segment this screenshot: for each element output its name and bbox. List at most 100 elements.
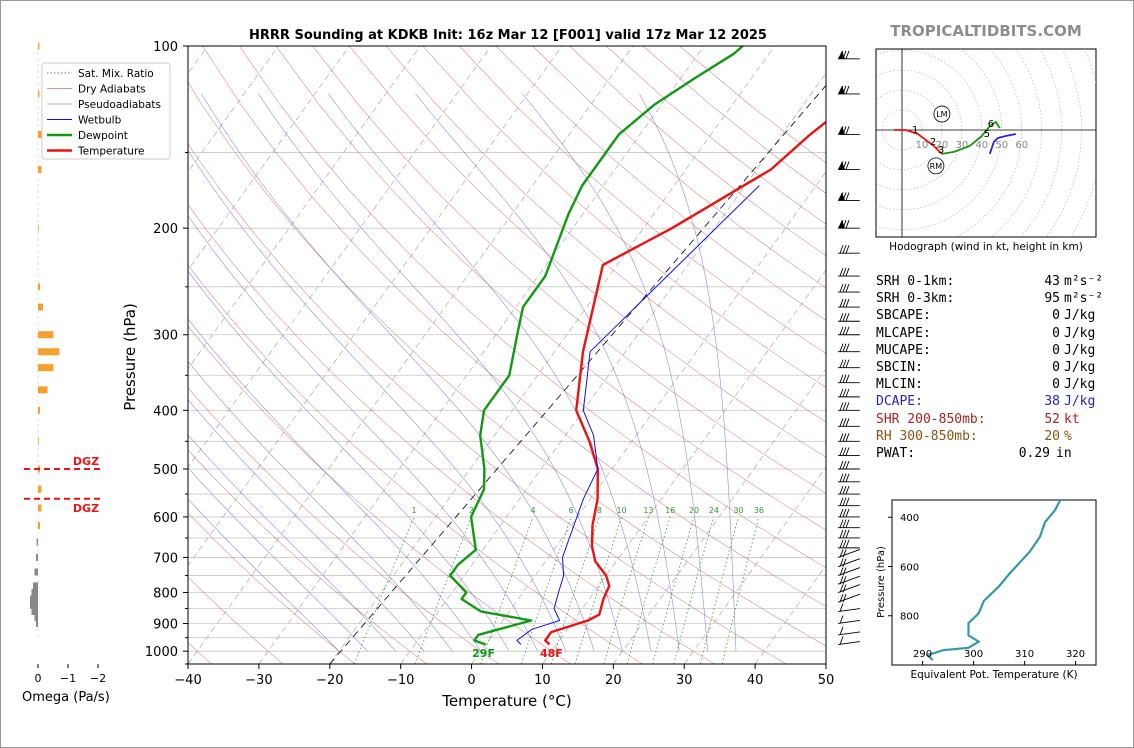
omega-bar (38, 166, 42, 174)
parameter-unit: m²s⁻² (1064, 291, 1104, 307)
theta-e-y-tick-label: 400 (900, 513, 919, 524)
wind-barb (838, 402, 860, 411)
isotherm-line (188, 46, 492, 468)
hodograph-height-label: 6 (988, 119, 994, 130)
x-tick-label: −10 (387, 673, 414, 688)
isotherm-line (258, 46, 705, 664)
theta-e-panel: 290 300 310 320 400 600 800 Equivalent Pot. Tem… (876, 499, 1097, 681)
isotherm-line (471, 171, 826, 664)
dry-adiabat-line (459, 46, 826, 354)
parameter-label: MUCAPE: (876, 342, 931, 358)
parameter-label: DCAPE: (876, 394, 923, 410)
y-tick-label: 100 (153, 40, 178, 55)
wind-barb (838, 313, 860, 322)
legend-entry: Wetbulb (78, 115, 122, 127)
parameter-value: 95 (1044, 291, 1060, 307)
dgz-label: DGZ (73, 455, 99, 468)
dry-adiabat-line (385, 46, 826, 423)
wind-barb (838, 433, 860, 442)
parameter-row: RH 300-850mb: 20% (876, 428, 1106, 445)
theta-e-inner (925, 500, 1062, 661)
dry-adiabat-line (188, 204, 715, 664)
dry-adiabat-line (188, 387, 499, 664)
skew-t-axes-frame (187, 45, 827, 665)
mixing-ratio-label: 20 (689, 506, 699, 515)
omega-bar (30, 595, 38, 603)
dry-adiabat-line (188, 264, 643, 664)
parameter-label: SRH 0-1km: (876, 274, 955, 289)
storm-motion-marker (927, 157, 945, 175)
omega-bar (38, 303, 43, 311)
wind-barb (838, 192, 860, 201)
wind-barb (837, 549, 861, 558)
moist-adiabat-line (201, 93, 595, 652)
dry-adiabat-line (188, 325, 571, 664)
hodograph-caption: Hodograph (wind in kt, height in km) (889, 241, 1083, 253)
dry-adiabat-line (188, 449, 428, 664)
dewpoint-profile (449, 46, 744, 646)
parameter-row: SRH 0-1km: 43 m²s⁻² (876, 273, 1106, 290)
skew-t-xlabel: Temperature (°C) (441, 692, 571, 710)
hodograph-height-label: 3 (938, 145, 944, 156)
parameter-row: DCAPE: 38 J/kg (876, 393, 1106, 410)
omega-bar (38, 485, 42, 493)
x-tick-label: −20 (316, 673, 343, 688)
legend: Sat. Mix. Ratio Dry Adiabats Pseudoadiabat… (41, 62, 171, 160)
omega-bar (30, 601, 38, 609)
parameter-value: 43 (1044, 274, 1060, 289)
parameter-unit: m²s⁻² (1064, 274, 1104, 289)
skew-t-plot: 1 2 4 6 8 10 13 16 20 24 30 36 −40 −30 −20 −10 0 10 20 30 4… (41, 40, 861, 710)
hodograph-trace (988, 133, 1016, 155)
parameter-unit: J/kg (1064, 394, 1096, 410)
omega-bar (34, 614, 38, 622)
parameter-value: 0 (1052, 325, 1060, 341)
dry-adiabat-line (495, 46, 826, 321)
mixing-ratio-label: 2 (469, 506, 474, 515)
parameter-unit: J/kg (1064, 359, 1096, 375)
parameter-row: MLCIN: 0 J/kg (876, 376, 1106, 393)
parameter-label: SBCIN: (876, 359, 923, 375)
isotherm-line (542, 269, 826, 664)
skew-t-profiles (449, 46, 826, 646)
x-tick-label: −40 (174, 673, 201, 688)
mixing-ratio-line (699, 516, 739, 664)
hodograph-ring-label: 10 (916, 140, 929, 151)
isotherm-line (188, 46, 634, 664)
omega-bar (31, 589, 38, 597)
moist-adiabat-line (522, 93, 708, 652)
omega-bar (38, 406, 40, 414)
wind-barb (838, 388, 860, 398)
theta-e-ylabel: Pressure (hPa) (876, 546, 887, 618)
mixing-ratio-line (603, 516, 649, 664)
dry-adiabat-line (188, 143, 787, 664)
omega-bar (31, 608, 38, 616)
parameter-label: SBCAPE: (876, 308, 931, 324)
wind-barb (838, 418, 860, 427)
parameter-value: 0 (1052, 377, 1060, 393)
theta-e-frame (891, 499, 1097, 666)
parameter-label: RH 300-850mb: (876, 428, 978, 444)
theta-e-profile (925, 500, 1062, 661)
hodograph-height-label: 2 (930, 137, 936, 148)
parameter-unit: J/kg (1064, 325, 1096, 341)
parameter-value: 52 (1044, 411, 1060, 427)
theta-e-x-tick-label: 320 (1066, 649, 1085, 660)
theta-e-x-tick-label: 300 (964, 649, 983, 660)
omega-bar (38, 504, 42, 512)
parameter-label: MLCAPE: (876, 325, 931, 341)
storm-motion-label: LM (936, 110, 947, 119)
mixing-ratio-line (550, 516, 600, 664)
storm-motion-marker (933, 105, 951, 123)
mixing-ratio-line (673, 516, 715, 664)
hodograph-height-label: 1 (912, 125, 918, 136)
dry-adiabat-line (239, 46, 826, 569)
skew-t-ylabel: Pressure (hPa) (121, 303, 139, 411)
wind-barb (837, 584, 861, 593)
mixing-ratio-line (414, 516, 472, 664)
omega-bar (38, 522, 40, 530)
hodograph-trace (905, 129, 943, 155)
wind-barb (838, 460, 860, 470)
parameter-unit: J/kg (1064, 377, 1096, 393)
dry-adiabat-line (202, 46, 826, 607)
omega-bar (38, 386, 48, 394)
